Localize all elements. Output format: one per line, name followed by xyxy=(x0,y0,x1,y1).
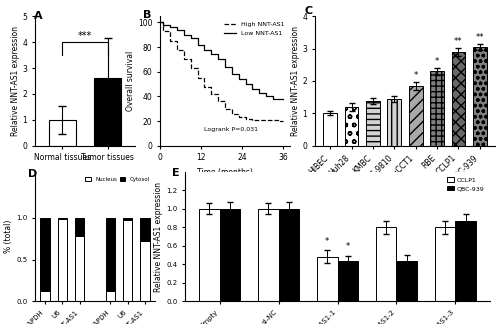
Y-axis label: Relative NNT-AS1 expression: Relative NNT-AS1 expression xyxy=(10,26,20,136)
Text: *: * xyxy=(414,71,418,80)
Bar xyxy=(140,218,149,241)
Text: Logrank P=0.031: Logrank P=0.031 xyxy=(204,127,258,132)
Text: E: E xyxy=(172,168,180,178)
Text: ***: *** xyxy=(78,31,92,41)
Y-axis label: % (total): % (total) xyxy=(4,220,14,253)
Bar xyxy=(323,113,337,146)
Bar xyxy=(94,78,122,146)
Bar xyxy=(388,99,402,146)
Bar xyxy=(199,209,220,301)
Bar xyxy=(75,218,85,236)
Bar xyxy=(106,218,115,291)
Bar xyxy=(396,260,417,301)
Bar xyxy=(75,236,85,301)
Bar xyxy=(430,71,444,146)
Bar xyxy=(338,260,358,301)
Text: C: C xyxy=(304,6,312,17)
Bar xyxy=(58,219,67,301)
Y-axis label: Relative NNT-AS1 expression: Relative NNT-AS1 expression xyxy=(290,26,300,136)
Bar xyxy=(106,291,115,301)
Bar xyxy=(473,47,487,146)
Y-axis label: Relative NNT-AS1 expression: Relative NNT-AS1 expression xyxy=(154,181,164,292)
Text: **: ** xyxy=(454,37,462,46)
Bar xyxy=(48,120,76,146)
Bar xyxy=(435,227,456,301)
Text: **: ** xyxy=(476,33,484,42)
Text: *: * xyxy=(325,237,330,246)
Bar xyxy=(140,241,149,301)
Bar xyxy=(366,101,380,146)
Text: *: * xyxy=(435,57,439,66)
Bar xyxy=(258,209,278,301)
X-axis label: Time (months): Time (months) xyxy=(197,168,253,177)
Bar xyxy=(220,209,240,301)
Bar xyxy=(40,291,50,301)
Bar xyxy=(58,218,67,219)
Text: D: D xyxy=(28,169,37,179)
Bar xyxy=(123,220,132,301)
Legend: High NNT-AS1, Low NNT-AS1: High NNT-AS1, Low NNT-AS1 xyxy=(221,19,287,38)
Bar xyxy=(317,257,338,301)
Y-axis label: Overall survival: Overall survival xyxy=(126,51,135,111)
Bar xyxy=(40,218,50,291)
Bar xyxy=(456,221,476,301)
Text: *: * xyxy=(346,242,350,251)
Bar xyxy=(344,107,358,146)
Text: A: A xyxy=(34,11,42,21)
Bar xyxy=(376,227,396,301)
Bar xyxy=(408,86,422,146)
Text: B: B xyxy=(143,10,152,20)
Legend: CCLP1, QBC-939: CCLP1, QBC-939 xyxy=(444,175,487,194)
Bar xyxy=(278,209,299,301)
Bar xyxy=(123,218,132,220)
Bar xyxy=(452,52,466,146)
Legend: Nucleus, Cytosol: Nucleus, Cytosol xyxy=(83,175,152,184)
